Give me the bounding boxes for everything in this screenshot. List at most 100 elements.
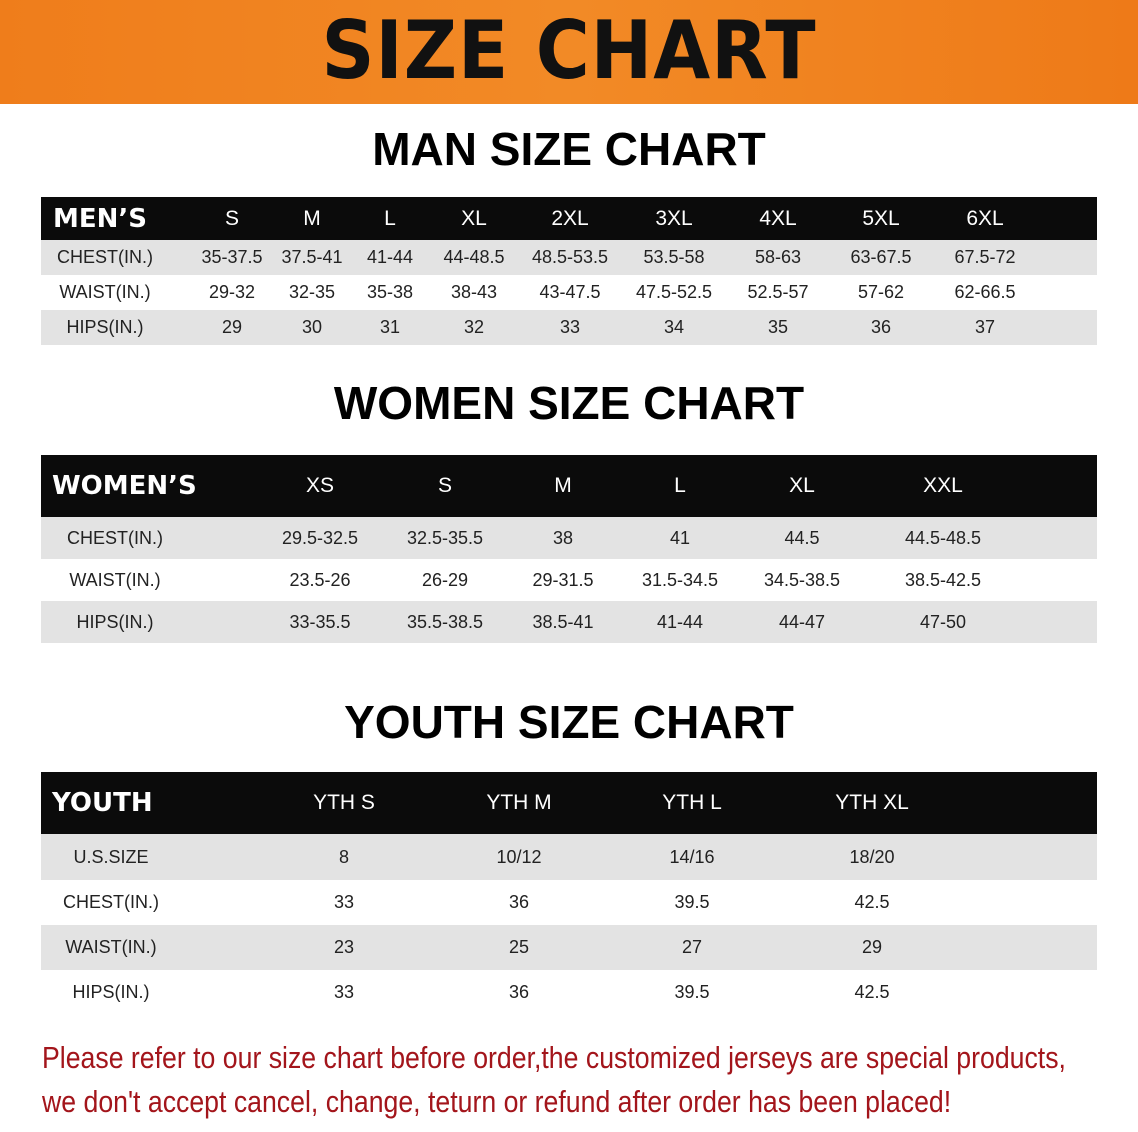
row-label: HIPS(IN.) [66,317,144,337]
size-header: YTH M [486,791,552,814]
table-cell: 36 [508,892,530,912]
size-header: YTH S [313,791,375,814]
table-header-row: YOUTH YTH S YTH M YTH L YTH XL [41,772,1097,834]
table-cell: 44.5 [784,527,820,548]
table-cell: 29 [861,937,883,957]
table-row: WAIST(IN.) 23.5-26 26-29 29-31.5 31.5-34.5 34… [41,559,1097,601]
table-cell: 41-44 [366,247,414,267]
table-cell: 34.5-38.5 [763,569,841,590]
table-cell: 23 [333,937,355,957]
row-label: CHEST(IN.) [57,247,153,267]
table-cell: 44-47 [778,611,826,632]
table-row: WAIST(IN.) 23 25 27 29 [41,925,1097,970]
table-cell: 38.5-41 [532,611,594,632]
table-header-row: WOMEN’S XS S M L XL XXL [41,455,1097,517]
table-cell: 44-48.5 [443,247,505,267]
table-cell: 29-32 [208,282,256,302]
row-label: U.S.SIZE [73,846,149,867]
table-cell: 36 [508,982,530,1002]
row-label: CHEST(IN.) [63,892,159,912]
table-cell: 33 [559,317,581,337]
table-cell: 23.5-26 [289,569,351,590]
table-row: CHEST(IN.) 35-37.5 37.5-41 41-44 44-48.5 48.5… [41,240,1097,275]
table-cell: 31 [379,317,401,337]
table-cell: 35-38 [366,282,414,302]
size-header: XL [789,474,815,497]
size-header: M [554,474,572,497]
row-label: HIPS(IN.) [76,611,154,632]
size-header: S [224,206,240,230]
table-cell: 44.5-48.5 [904,527,982,548]
table-header-row: MEN’S S M L XL 2XL 3XL 4XL 5XL 6XL [41,197,1097,240]
table-cell: 57-62 [857,282,905,302]
size-header: L [384,206,396,230]
table-row: HIPS(IN.) 29 30 31 32 33 34 35 36 37 [41,310,1097,345]
table-cell: 43-47.5 [539,282,601,302]
table-row: CHEST(IN.) 33 36 39.5 42.5 [41,880,1097,925]
table-cell: 10/12 [496,846,542,867]
banner-title: SIZE CHART [321,4,817,97]
table-cell: 52.5-57 [747,282,809,302]
row-label: HIPS(IN.) [72,982,150,1002]
table-cell: 33 [333,982,355,1002]
table-row: HIPS(IN.) 33-35.5 35.5-38.5 38.5-41 41-44 44-… [41,601,1097,643]
table-cell: 36 [870,317,892,337]
row-label: WAIST(IN.) [65,937,157,957]
table-cell: 31.5-34.5 [641,569,719,590]
table-cell: 38-43 [450,282,498,302]
table-cell: 47-50 [919,611,967,632]
table-cell: 33-35.5 [289,611,351,632]
table-cell: 53.5-58 [643,247,705,267]
size-header: 4XL [759,206,797,230]
table-cell: 8 [338,846,350,867]
table-cell: 32 [463,317,485,337]
table-cell: 39.5 [674,892,710,912]
table-row: HIPS(IN.) 33 36 39.5 42.5 [41,970,1097,1015]
size-header: XS [305,474,335,497]
table-row: WAIST(IN.) 29-32 32-35 35-38 38-43 43-47.5 47.… [41,275,1097,310]
men-section-title: MAN SIZE CHART [372,123,766,175]
table-cell: 26-29 [421,569,469,590]
size-header: 2XL [551,206,589,230]
table-cell: 38.5-42.5 [904,569,982,590]
table-title-cell: MEN’S [53,203,147,234]
table-cell: 29-31.5 [532,569,594,590]
youth-section-title: YOUTH SIZE CHART [344,696,794,748]
table-cell: 18/20 [849,846,895,867]
table-cell: 25 [508,937,530,957]
table-cell: 42.5 [854,892,890,912]
row-label: WAIST(IN.) [59,282,151,302]
size-header: L [674,474,686,497]
women-section-title: WOMEN SIZE CHART [333,377,805,429]
table-title-cell: YOUTH [52,788,153,818]
size-header: XL [461,206,487,230]
table-cell: 30 [301,317,323,337]
size-header: XXL [923,474,963,497]
order-notice-line-2: we don't accept cancel, change, teturn o… [42,1084,952,1119]
table-cell: 37.5-41 [281,247,343,267]
table-cell: 37 [974,317,996,337]
size-header: S [437,474,453,497]
size-header: YTH L [662,791,722,814]
order-notice-line-1: Please refer to our size chart before or… [42,1040,1066,1075]
table-cell: 32-35 [288,282,336,302]
size-header: 6XL [966,206,1004,230]
table-cell: 35.5-38.5 [406,611,484,632]
table-cell: 33 [333,892,355,912]
table-cell: 62-66.5 [954,282,1016,302]
table-row: U.S.SIZE 8 10/12 14/16 18/20 [41,834,1097,880]
table-cell: 32.5-35.5 [406,527,484,548]
table-cell: 35 [767,317,789,337]
table-cell: 34 [663,317,685,337]
row-label: CHEST(IN.) [67,527,163,548]
table-cell: 47.5-52.5 [635,282,713,302]
table-cell: 38 [552,527,574,548]
table-cell: 35-37.5 [201,247,263,267]
order-notice: Please refer to our size chart before or… [42,1036,1100,1124]
table-cell: 29 [221,317,243,337]
table-cell: 27 [681,937,703,957]
row-label: WAIST(IN.) [69,569,161,590]
table-cell: 29.5-32.5 [281,527,359,548]
table-cell: 39.5 [674,982,710,1002]
size-header: 5XL [862,206,900,230]
